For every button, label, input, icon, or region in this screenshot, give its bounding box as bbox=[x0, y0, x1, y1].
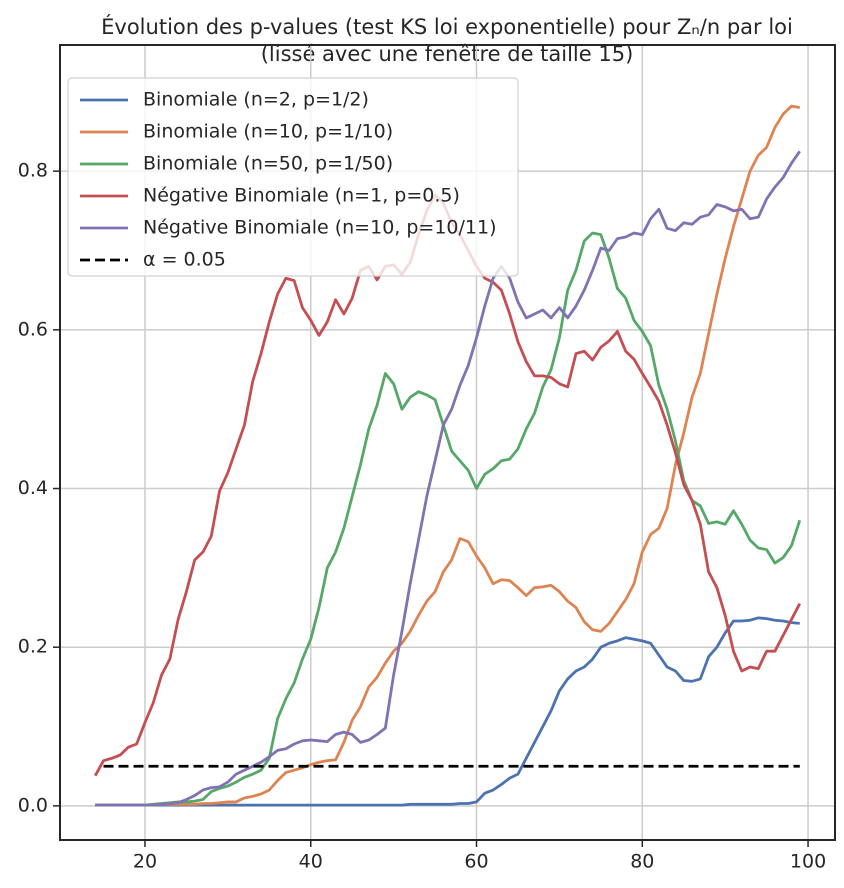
legend-box bbox=[67, 77, 519, 277]
y-tick-label: 0.8 bbox=[18, 160, 48, 182]
y-tick-label: 0.0 bbox=[18, 794, 48, 816]
series-line bbox=[95, 150, 801, 807]
series-line bbox=[95, 616, 800, 807]
chart-title: Évolution des p-values (test KS loi expo… bbox=[101, 14, 793, 39]
legend-label: Négative Binomiale (n=10, p=10/11) bbox=[143, 217, 497, 239]
plot-frame bbox=[59, 44, 836, 841]
y-tick-label: 0.4 bbox=[18, 477, 48, 499]
x-tick-label: 60 bbox=[464, 851, 488, 873]
x-tick-label: 80 bbox=[630, 851, 654, 873]
legend-label: Négative Binomiale (n=1, p=0.5) bbox=[143, 185, 460, 207]
legend-label: Binomiale (n=10, p=1/10) bbox=[143, 121, 393, 143]
legend-label: α = 0.05 bbox=[143, 249, 226, 271]
x-tick-label: 20 bbox=[133, 851, 157, 873]
legend-label: Binomiale (n=2, p=1/2) bbox=[143, 89, 369, 111]
y-tick-label: 0.2 bbox=[18, 636, 48, 658]
legend-label: Binomiale (n=50, p=1/50) bbox=[143, 153, 393, 175]
series-line bbox=[95, 104, 801, 807]
y-tick-label: 0.6 bbox=[18, 318, 48, 340]
series-line bbox=[95, 231, 802, 807]
x-tick-label: 100 bbox=[790, 851, 826, 873]
x-tick-label: 40 bbox=[299, 851, 323, 873]
series-line bbox=[94, 193, 802, 777]
